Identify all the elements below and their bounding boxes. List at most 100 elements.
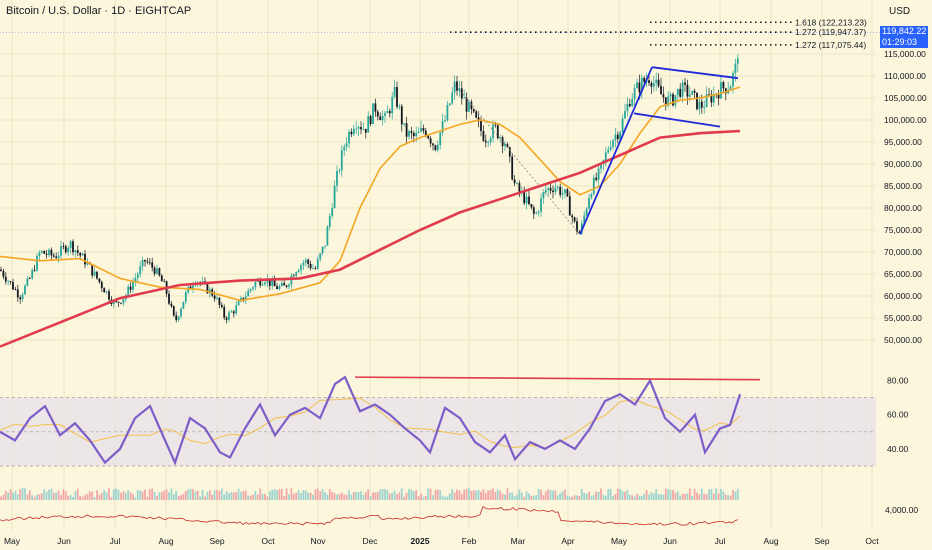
- volume-bar: [300, 493, 302, 500]
- volume-bar: [561, 491, 564, 500]
- volume-bar: [664, 488, 667, 500]
- volume-bar: [110, 496, 113, 500]
- volume-bar: [559, 493, 562, 500]
- volume-bar: [376, 491, 379, 500]
- volume-bar: [127, 490, 130, 500]
- volume-bar: [468, 488, 470, 500]
- rsi-tick-label: 80.00: [887, 376, 909, 386]
- volume-bar: [652, 493, 655, 500]
- volume-bar: [112, 489, 115, 500]
- volume-bar: [537, 488, 540, 500]
- candle-body: [391, 96, 394, 114]
- volume-bar: [232, 492, 235, 500]
- price-tick-label: 75,000.00: [884, 225, 922, 235]
- candle-body: [64, 246, 67, 253]
- candle-body: [180, 308, 182, 317]
- candle-body: [4, 276, 7, 282]
- candle-body: [300, 265, 302, 271]
- candle-body: [276, 286, 278, 290]
- candle-body: [415, 132, 418, 137]
- volume-bar: [696, 492, 698, 500]
- volume-bar: [708, 489, 710, 500]
- candle-body: [492, 124, 494, 139]
- volume-bar: [163, 490, 166, 500]
- candle-body: [607, 149, 610, 153]
- candle-body: [81, 253, 84, 256]
- volume-bar: [732, 490, 734, 500]
- candle-body: [127, 286, 130, 296]
- candle-body: [141, 259, 144, 267]
- volume-bar: [408, 489, 410, 500]
- volume-bar: [350, 494, 353, 500]
- volume-bar: [357, 491, 360, 500]
- volume-bar: [580, 488, 583, 500]
- volume-bar: [556, 495, 559, 500]
- volume-bar: [218, 490, 221, 500]
- time-tick-label: Oct: [261, 536, 275, 546]
- candle-body: [304, 259, 307, 263]
- volume-bar: [144, 489, 146, 500]
- candle-body: [643, 77, 646, 82]
- candle-body: [326, 226, 329, 246]
- candle-body: [52, 255, 55, 257]
- candle-body: [36, 255, 38, 271]
- candle-body: [412, 132, 415, 137]
- candle-body: [465, 97, 468, 112]
- candle-body: [182, 301, 185, 309]
- volume-bar: [304, 490, 307, 500]
- candle-body: [489, 138, 492, 143]
- candle-body: [556, 186, 559, 188]
- volume-bar: [273, 488, 276, 500]
- volume-bar: [134, 496, 137, 500]
- volume-bar: [307, 492, 310, 500]
- volume-bar: [520, 492, 523, 500]
- volume-bar: [21, 488, 24, 500]
- volume-bar: [602, 494, 605, 500]
- fib-level-label: 1.618 (122,213.23): [795, 17, 867, 27]
- time-tick-label: 2025: [411, 536, 430, 546]
- candle-body: [290, 275, 293, 285]
- candle-body: [609, 147, 612, 150]
- price-tick-label: 105,000.00: [884, 93, 927, 103]
- candle-body: [40, 250, 43, 253]
- candle-body: [420, 128, 422, 132]
- volume-bar: [364, 492, 367, 500]
- candle-body: [393, 87, 396, 97]
- volume-bar: [441, 495, 444, 500]
- volume-bar: [309, 492, 312, 500]
- volume-bar: [614, 494, 617, 500]
- volume-bar: [564, 489, 566, 500]
- volume-bar: [192, 489, 194, 500]
- volume-bar: [444, 496, 446, 500]
- candle-body: [91, 264, 94, 276]
- candle-body: [352, 128, 355, 135]
- candle-body: [319, 253, 322, 260]
- chart-title: Bitcoin / U.S. Dollar · 1D · EIGHTCAP: [6, 5, 192, 17]
- currency-label[interactable]: USD: [889, 6, 911, 17]
- volume-bar: [295, 492, 298, 500]
- candle-body: [578, 231, 581, 234]
- volume-bar: [345, 494, 348, 500]
- candle-body: [364, 128, 367, 133]
- volume-bar: [412, 491, 415, 500]
- trend-line: [579, 66, 653, 235]
- volume-bar: [432, 495, 434, 500]
- candle-body: [403, 123, 406, 125]
- volume-bar: [456, 489, 458, 500]
- volume-bar: [213, 490, 216, 500]
- candle-body: [369, 116, 372, 124]
- time-tick-label: Nov: [310, 536, 326, 546]
- volume-bar: [319, 491, 322, 500]
- volume-bar: [463, 489, 466, 500]
- candle-body: [561, 193, 564, 195]
- volume-bar: [717, 493, 720, 500]
- time-tick-label: Aug: [158, 536, 173, 546]
- candle-body: [499, 137, 502, 139]
- volume-bar: [499, 490, 502, 500]
- candle-body: [328, 215, 331, 227]
- volume-bar: [67, 495, 70, 500]
- candle-body: [590, 194, 593, 198]
- volume-bar: [316, 488, 319, 500]
- volume-bar: [93, 496, 96, 500]
